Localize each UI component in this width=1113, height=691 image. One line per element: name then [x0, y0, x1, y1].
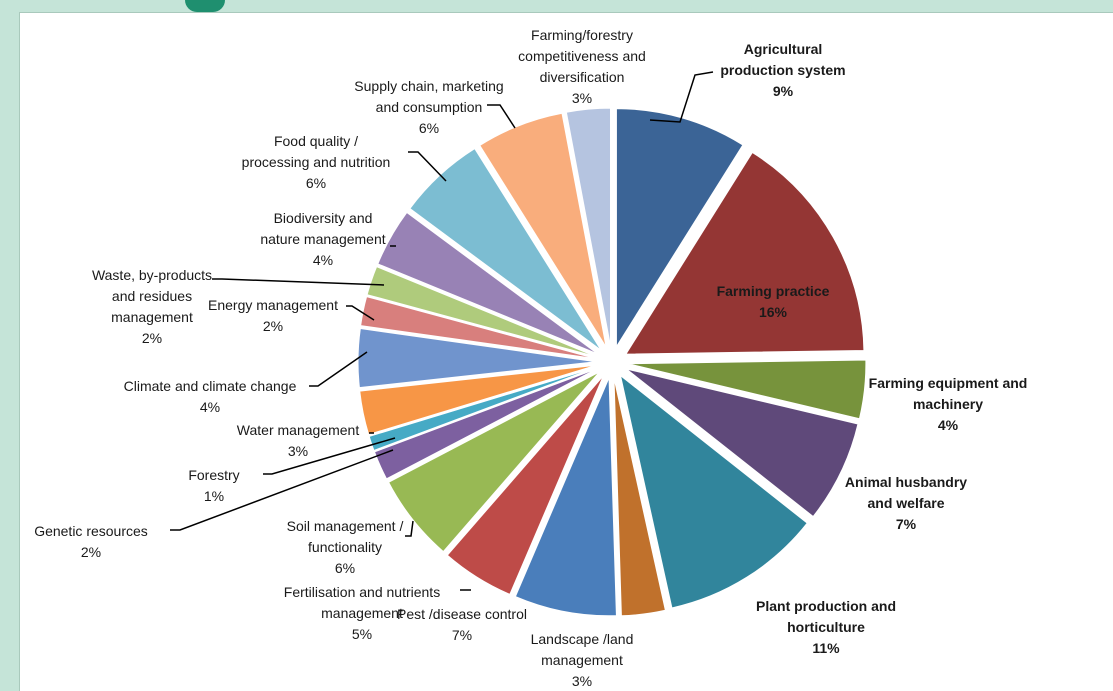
pie-slice	[359, 364, 597, 436]
pie-slice	[366, 265, 598, 358]
pie-slice	[619, 374, 808, 609]
slice-label: Farming practice 16%	[717, 283, 830, 320]
slice-label: Forestry 1%	[188, 467, 239, 504]
slice-label: Water management 3%	[237, 422, 360, 459]
slice-label: Farming equipment and machinery 4%	[869, 375, 1028, 433]
slice-label: Soil management / functionality 6%	[287, 518, 404, 576]
slice-label: Waste, by-products and residues management…	[92, 267, 212, 346]
slice-label: Genetic resources 2%	[34, 523, 148, 560]
leader-line	[263, 437, 396, 475]
header-accent	[185, 0, 225, 12]
slice-label: Plant production and horticulture 11%	[756, 598, 896, 656]
pie-slice	[565, 107, 612, 347]
pie-slice	[360, 295, 597, 360]
slice-labels: Agricultural production system 9% Farming p…	[34, 27, 1027, 689]
slice-label: Agricultural production system 9%	[720, 41, 845, 99]
leader-line	[346, 305, 375, 321]
slice-label: Supply chain, marketing and consumption 6%	[354, 78, 503, 136]
slice-label: Biodiversity and nature management 4%	[260, 210, 385, 268]
pie-slice	[627, 359, 867, 420]
pie-slice	[373, 368, 598, 480]
leader-line	[309, 351, 368, 387]
slice-label: Animal husbandry and welfare 7%	[845, 474, 967, 532]
pie-slices	[357, 107, 867, 617]
slice-label: Climate and climate change 4%	[124, 378, 297, 415]
leader-line	[487, 104, 516, 129]
pie-slice	[368, 366, 598, 452]
leader-lines	[170, 71, 714, 591]
slice-label: Energy management 2%	[208, 297, 338, 334]
pie-slice	[626, 368, 859, 518]
leader-line	[212, 278, 385, 286]
pie-slice	[613, 377, 666, 617]
leader-line	[649, 71, 714, 123]
pie-slice	[514, 377, 617, 617]
pie-slice	[479, 112, 607, 348]
slice-label: Fertilisation and nutrients management 5%	[284, 584, 440, 642]
slice-label: Landscape /land management 3%	[531, 631, 634, 689]
leader-line	[408, 151, 447, 182]
pie-slice	[377, 211, 599, 355]
pie-slice	[409, 147, 602, 351]
pie-slice	[446, 375, 604, 596]
pie-slice	[387, 371, 600, 553]
slice-label: Pest /disease control 7%	[397, 606, 527, 643]
pie-slice	[615, 108, 744, 349]
slice-label: Food quality / processing and nutrition 6%	[242, 133, 391, 191]
pie-slice	[625, 151, 865, 355]
leader-line	[170, 449, 394, 531]
leader-line	[405, 520, 414, 537]
slice-label: Farming/forestry competitiveness and diver…	[518, 27, 646, 106]
